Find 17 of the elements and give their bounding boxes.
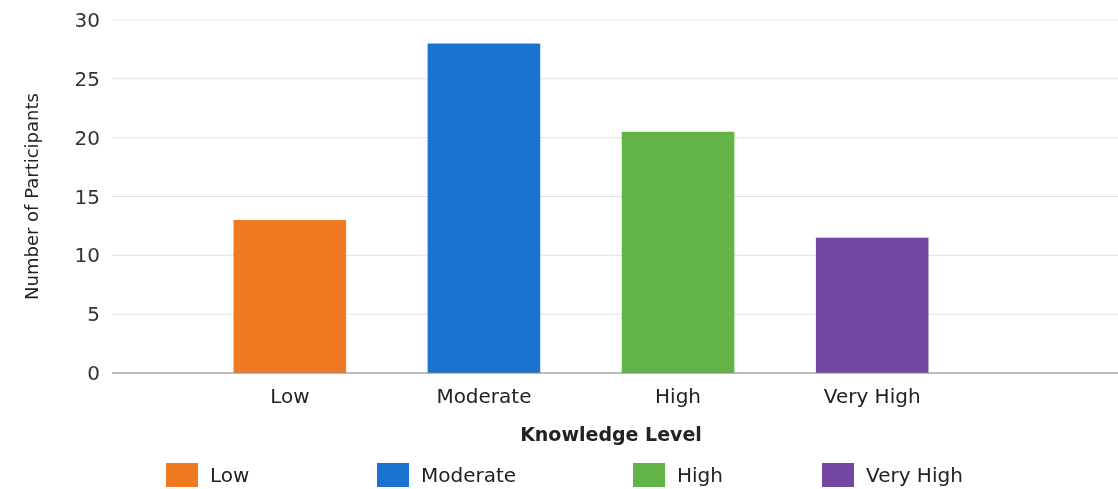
x-tick-label: High: [655, 384, 702, 408]
legend-label: Moderate: [421, 463, 517, 487]
y-tick-label: 20: [74, 125, 100, 150]
x-tick-label: Moderate: [436, 384, 532, 408]
y-tick-label: 10: [74, 243, 100, 268]
y-tick-label: 30: [74, 8, 100, 32]
x-tick-label: Low: [270, 384, 310, 408]
x-tick-label: Very High: [823, 384, 921, 408]
y-tick-label: 5: [87, 302, 100, 327]
y-tick-label: 0: [87, 361, 100, 385]
legend-label: Low: [210, 463, 250, 487]
x-axis-title: Knowledge Level: [520, 423, 702, 445]
y-tick-label: 25: [74, 66, 100, 91]
legend-label: Very High: [866, 463, 963, 487]
y-tick-label: 15: [74, 184, 100, 209]
y-axis-title: Number of Participants: [21, 93, 42, 300]
legend-label: High: [677, 463, 723, 487]
